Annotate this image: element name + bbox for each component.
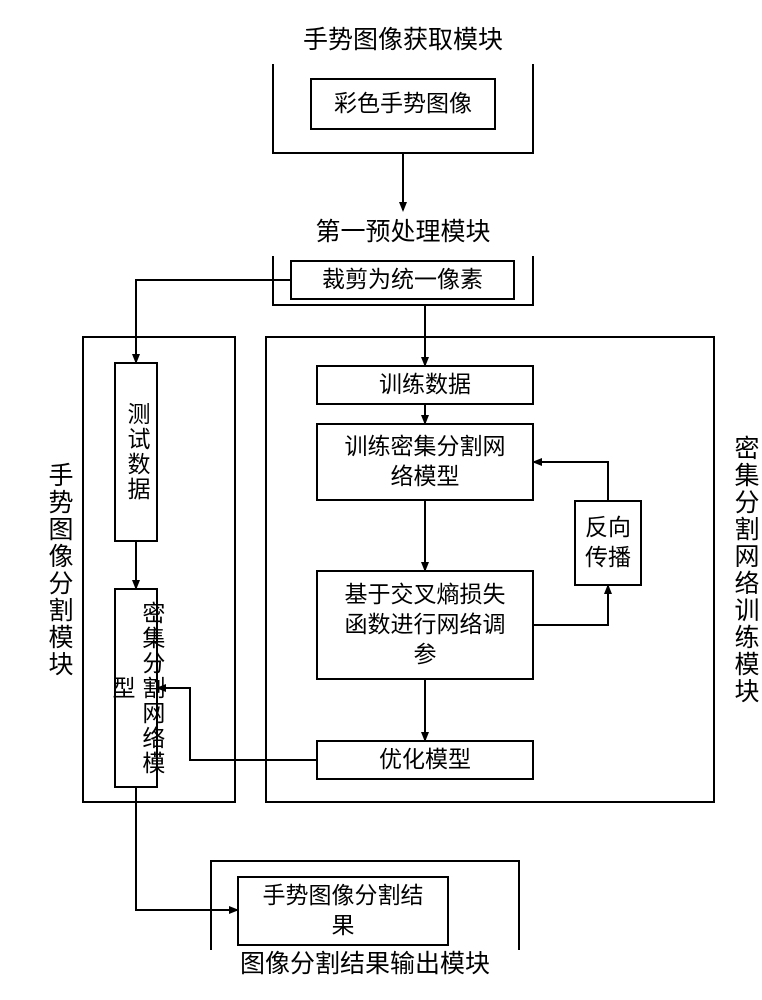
train-node-model: 训练密集分割网 络模型 <box>316 423 534 501</box>
train-node-loss: 基于交叉熵损失 函数进行网络调 参 <box>316 570 534 680</box>
diagram-stage: 手势图像获取模块 彩色手势图像 第一预处理模块 裁剪为统一像素 密集分割网络训练… <box>0 0 762 1000</box>
module-acquire-inner: 彩色手势图像 <box>310 78 496 130</box>
seg-node-model: 密集分割网络模型 <box>114 588 158 788</box>
train-node-backprop: 反向 传播 <box>574 500 642 586</box>
seg-node-testdata: 测试数据 <box>114 362 158 542</box>
module-output-title: 图像分割结果输出模块 <box>210 950 520 980</box>
module-preproc-title: 第一预处理模块 <box>272 210 534 256</box>
train-node-data: 训练数据 <box>316 365 534 405</box>
module-acquire-title: 手势图像获取模块 <box>272 18 534 64</box>
train-node-optimize: 优化模型 <box>316 740 534 780</box>
module-output-inner: 手势图像分割结 果 <box>237 876 449 946</box>
module-preproc-inner: 裁剪为统一像素 <box>290 260 515 300</box>
module-train-label: 密集分割网络训练模块 <box>724 420 762 720</box>
module-seg-label: 手势图像分割模块 <box>38 440 78 700</box>
